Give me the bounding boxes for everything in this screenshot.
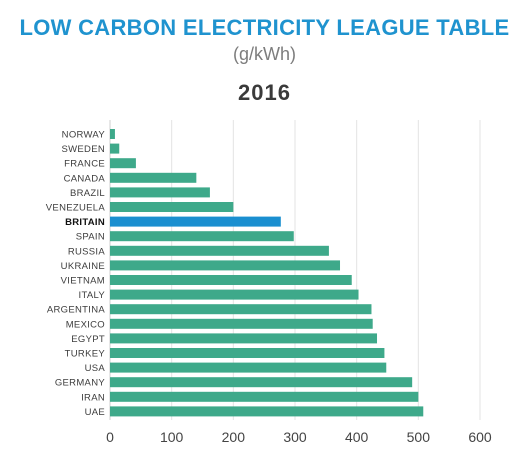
category-label-turkey: TURKEY <box>65 349 106 360</box>
chart-unit: (g/kWh) <box>233 44 296 64</box>
category-label-britain: BRITAIN <box>65 217 105 228</box>
bar-france <box>110 158 136 169</box>
bar-egypt <box>110 333 378 344</box>
bar-argentina <box>110 304 372 315</box>
bar-norway <box>110 129 115 139</box>
bar-uae <box>110 406 424 417</box>
category-label-spain: SPAIN <box>76 232 105 243</box>
category-label-canada: CANADA <box>64 173 106 184</box>
category-label-iran: IRAN <box>81 392 105 403</box>
x-tick-label: 300 <box>283 429 307 445</box>
bar-brazil <box>110 187 210 198</box>
category-labels: NORWAY SWEDEN FRANCE CANADA BRAZIL VENEZUELA B… <box>46 130 106 418</box>
category-label-ukraine: UKRAINE <box>61 261 105 272</box>
category-label-france: FRANCE <box>64 159 105 170</box>
x-tick-label: 600 <box>468 429 492 445</box>
bar-venezuela <box>110 202 234 212</box>
bar-russia <box>110 245 329 256</box>
bar-germany <box>110 377 413 388</box>
x-tick-label: 400 <box>345 429 369 445</box>
category-label-egypt: EGYPT <box>71 334 105 345</box>
category-label-sweden: SWEDEN <box>62 144 106 155</box>
category-label-mexico: MEXICO <box>66 319 105 330</box>
bar-spain <box>110 231 294 242</box>
category-label-germany: GERMANY <box>55 378 105 389</box>
category-label-venezuela: VENEZUELA <box>46 203 106 214</box>
chart-title: LOW CARBON ELECTRICITY LEAGUE TABLE <box>19 15 510 40</box>
bars <box>110 129 424 417</box>
category-label-italy: ITALY <box>79 290 106 301</box>
bar-ukraine <box>110 260 341 271</box>
category-label-russia: RUSSIA <box>68 246 106 257</box>
bar-britain <box>110 216 281 227</box>
chart-year: 2016 <box>238 80 291 105</box>
bar-canada <box>110 172 197 183</box>
bar-sweden <box>110 143 120 154</box>
x-tick-label: 500 <box>407 429 431 445</box>
x-tick-label: 100 <box>160 429 184 445</box>
bar-turkey <box>110 348 385 358</box>
x-tick-label: 0 <box>106 429 114 445</box>
axis-ticks: 0 100 200 300 400 500 600 <box>106 429 492 445</box>
bar-iran <box>110 391 419 402</box>
category-label-uae: UAE <box>85 407 105 418</box>
bar-vietnam <box>110 275 352 285</box>
category-label-brazil: BRAZIL <box>70 188 105 199</box>
bar-italy <box>110 289 359 300</box>
bar-mexico <box>110 318 373 329</box>
category-label-argentina: ARGENTINA <box>47 305 105 316</box>
bar-usa <box>110 362 387 373</box>
category-label-vietnam: VIETNAM <box>61 276 105 287</box>
x-tick-label: 200 <box>222 429 246 445</box>
category-label-norway: NORWAY <box>62 130 106 141</box>
category-label-usa: USA <box>85 363 106 374</box>
